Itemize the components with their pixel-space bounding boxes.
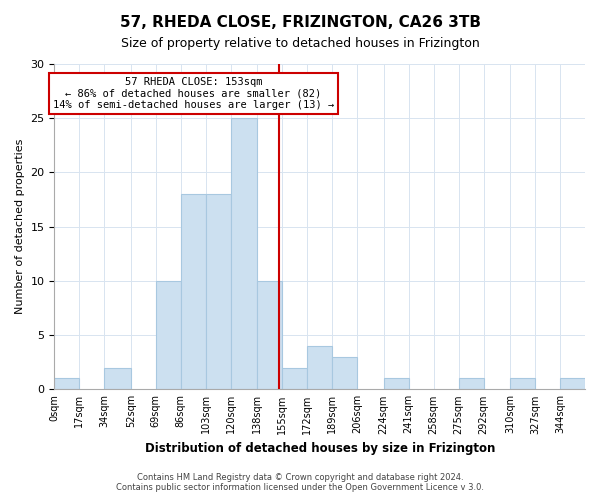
Bar <box>104 368 131 390</box>
Y-axis label: Number of detached properties: Number of detached properties <box>15 139 25 314</box>
Bar <box>257 281 282 390</box>
Bar <box>383 378 409 390</box>
Bar <box>181 194 206 390</box>
Text: 57, RHEDA CLOSE, FRIZINGTON, CA26 3TB: 57, RHEDA CLOSE, FRIZINGTON, CA26 3TB <box>119 15 481 30</box>
Bar <box>458 378 484 390</box>
Bar <box>231 118 257 390</box>
Bar <box>332 357 357 390</box>
Text: Size of property relative to detached houses in Frizington: Size of property relative to detached ho… <box>121 38 479 51</box>
Bar <box>156 281 181 390</box>
Bar <box>282 368 307 390</box>
Bar <box>307 346 332 390</box>
Text: 57 RHEDA CLOSE: 153sqm
← 86% of detached houses are smaller (82)
14% of semi-det: 57 RHEDA CLOSE: 153sqm ← 86% of detached… <box>53 77 334 110</box>
Bar <box>55 378 79 390</box>
Text: Contains HM Land Registry data © Crown copyright and database right 2024.
Contai: Contains HM Land Registry data © Crown c… <box>116 473 484 492</box>
X-axis label: Distribution of detached houses by size in Frizington: Distribution of detached houses by size … <box>145 442 495 455</box>
Bar <box>560 378 585 390</box>
Bar <box>206 194 231 390</box>
Bar <box>510 378 535 390</box>
